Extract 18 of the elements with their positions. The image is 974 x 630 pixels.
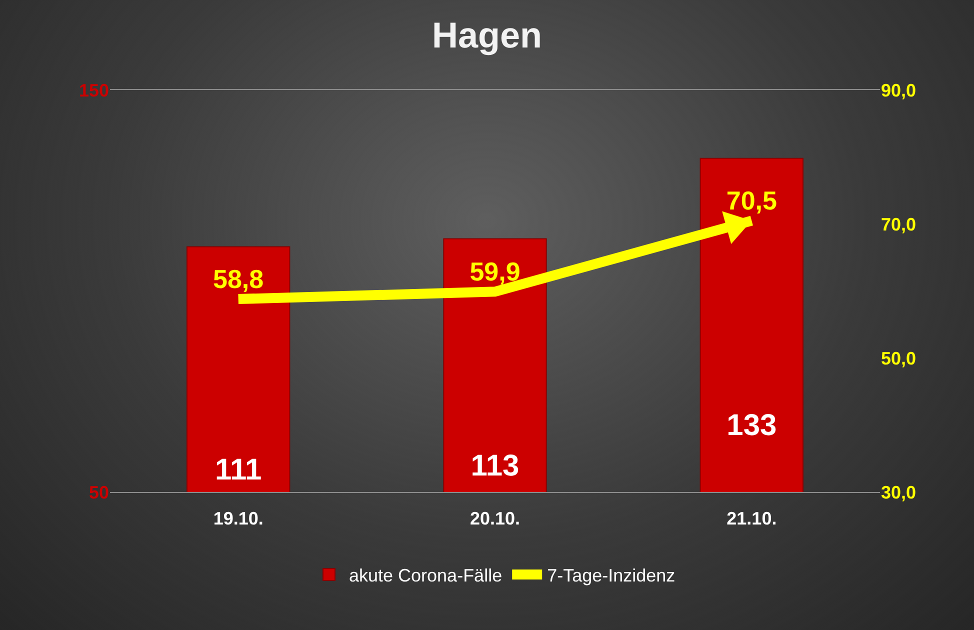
data-label: 133 <box>726 409 777 442</box>
y-tick-label: 150 <box>78 80 109 100</box>
data-label: 113 <box>470 449 520 482</box>
y-tick-label: 50 <box>88 482 109 502</box>
data-label: 70,5 <box>726 185 777 216</box>
data-label: 111 <box>214 453 262 486</box>
y2-tick-label: 90,0 <box>881 80 916 100</box>
legend-label: akute Corona-Fälle <box>349 566 502 586</box>
chart-title: Hagen <box>432 14 542 56</box>
y2-tick-label: 70,0 <box>881 214 916 234</box>
data-label: 58,8 <box>213 264 264 294</box>
x-tick-label: 21.10. <box>726 508 777 529</box>
data-label: 59,9 <box>470 256 520 286</box>
y2-tick-label: 50,0 <box>881 348 916 368</box>
x-tick-label: 19.10. <box>213 508 264 529</box>
y2-tick-label: 30,0 <box>881 482 916 502</box>
legend-label: 7-Tage-Inzidenz <box>547 566 676 586</box>
x-tick-label: 20.10. <box>470 508 520 529</box>
